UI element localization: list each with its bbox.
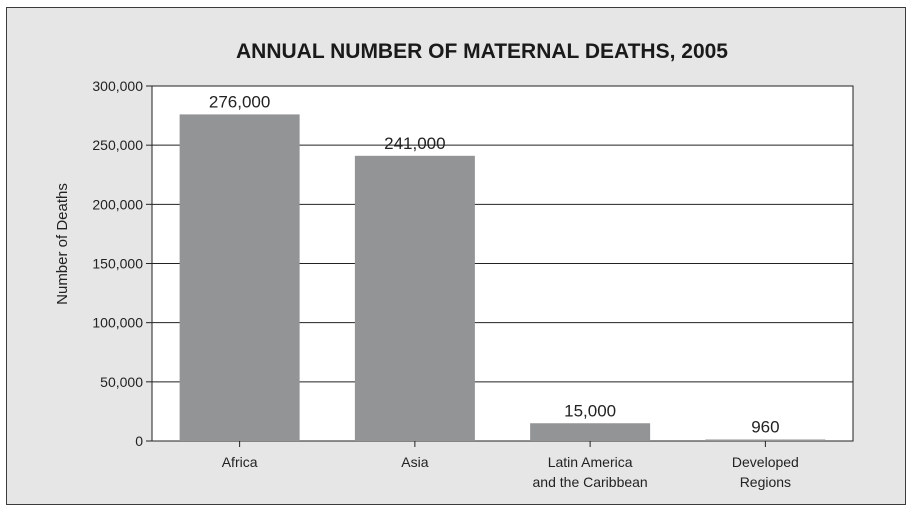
y-tick-label: 300,000 xyxy=(92,78,143,94)
x-category-label: Latin America xyxy=(548,454,633,470)
y-tick-label: 150,000 xyxy=(92,256,143,272)
data-label: 241,000 xyxy=(384,134,445,153)
x-category-label: Asia xyxy=(401,454,428,470)
x-category-label: and the Caribbean xyxy=(533,474,648,490)
x-axis-categories: Africa Asia Latin America and the Caribbean… xyxy=(222,441,799,490)
data-label: 276,000 xyxy=(209,92,270,111)
bar xyxy=(179,114,300,442)
data-label: 15,000 xyxy=(564,401,616,420)
y-axis-ticks: 0 50,000 100,000 150,000 200,000 250,000 300,0… xyxy=(92,78,152,449)
bar xyxy=(705,439,826,441)
bar xyxy=(354,155,475,442)
data-label: 960 xyxy=(751,418,779,437)
y-tick-label: 0 xyxy=(135,433,143,449)
chart-title: ANNUAL NUMBER OF MATERNAL DEATHS, 2005 xyxy=(236,40,728,63)
y-tick-label: 50,000 xyxy=(100,374,143,390)
x-category-label: Africa xyxy=(222,454,258,470)
y-tick-label: 100,000 xyxy=(92,315,143,331)
y-axis-label: Number of Deaths xyxy=(54,183,71,305)
y-tick-label: 250,000 xyxy=(92,137,143,153)
x-category-label: Regions xyxy=(740,474,791,490)
y-tick-label: 200,000 xyxy=(92,196,143,212)
bars: 276,000 241,000 15,000 960 xyxy=(179,92,826,442)
bar xyxy=(530,423,651,441)
x-category-label: Developed xyxy=(732,454,799,470)
